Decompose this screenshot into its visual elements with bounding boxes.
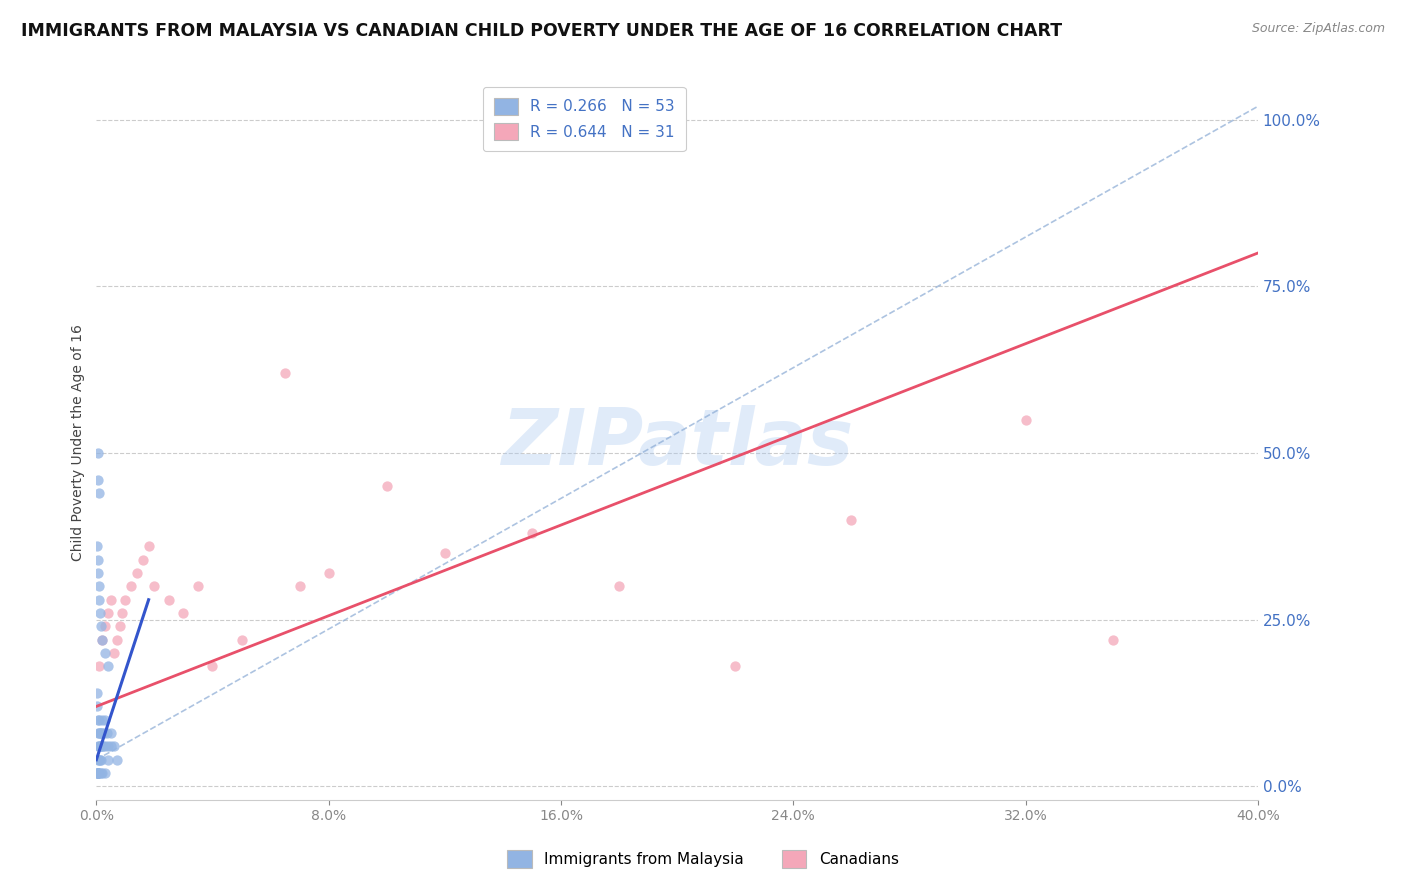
- Point: [187, 579, 209, 593]
- Point: [87, 766, 110, 780]
- Point: [86, 699, 108, 714]
- Point: [86, 726, 108, 740]
- Point: [607, 579, 630, 593]
- Point: [87, 566, 110, 580]
- Point: [87, 766, 110, 780]
- Point: [86, 766, 108, 780]
- Point: [100, 726, 122, 740]
- Point: [318, 566, 340, 580]
- Point: [97, 753, 120, 767]
- Point: [433, 546, 456, 560]
- Point: [90, 766, 112, 780]
- Point: [90, 739, 112, 754]
- Point: [87, 739, 110, 754]
- Point: [87, 579, 110, 593]
- Point: [91, 632, 114, 647]
- Point: [105, 632, 128, 647]
- Text: ZIPatlas: ZIPatlas: [501, 405, 853, 481]
- Point: [1014, 413, 1036, 427]
- Point: [89, 739, 111, 754]
- Point: [125, 566, 148, 580]
- Point: [143, 579, 166, 593]
- Point: [375, 479, 398, 493]
- Point: [288, 579, 311, 593]
- Point: [103, 739, 125, 754]
- Point: [89, 766, 111, 780]
- Point: [91, 713, 114, 727]
- Point: [97, 659, 120, 673]
- Point: [172, 606, 194, 620]
- Point: [839, 513, 862, 527]
- Point: [114, 592, 136, 607]
- Point: [86, 446, 108, 460]
- Point: [94, 713, 117, 727]
- Point: [97, 739, 120, 754]
- Point: [89, 606, 111, 620]
- Point: [724, 659, 747, 673]
- Text: IMMIGRANTS FROM MALAYSIA VS CANADIAN CHILD POVERTY UNDER THE AGE OF 16 CORRELATI: IMMIGRANTS FROM MALAYSIA VS CANADIAN CHI…: [21, 22, 1062, 40]
- Point: [86, 540, 108, 554]
- Point: [90, 753, 112, 767]
- Point: [89, 753, 111, 767]
- Point: [97, 606, 120, 620]
- Point: [86, 686, 108, 700]
- Point: [87, 713, 110, 727]
- Point: [87, 726, 110, 740]
- Point: [87, 473, 110, 487]
- Point: [91, 766, 114, 780]
- Point: [94, 619, 117, 633]
- Point: [89, 486, 111, 500]
- Point: [120, 579, 142, 593]
- Point: [87, 553, 110, 567]
- Point: [103, 646, 125, 660]
- Point: [86, 766, 108, 780]
- Point: [111, 606, 134, 620]
- Point: [138, 540, 160, 554]
- Point: [108, 619, 131, 633]
- Point: [91, 739, 114, 754]
- Point: [94, 739, 117, 754]
- Legend: Immigrants from Malaysia, Canadians: Immigrants from Malaysia, Canadians: [499, 843, 907, 875]
- Point: [157, 592, 180, 607]
- Point: [100, 592, 122, 607]
- Point: [87, 766, 110, 780]
- Point: [201, 659, 224, 673]
- Point: [105, 753, 128, 767]
- Point: [90, 739, 112, 754]
- Point: [90, 619, 112, 633]
- Point: [132, 553, 155, 567]
- Point: [100, 739, 122, 754]
- Point: [91, 726, 114, 740]
- Point: [89, 753, 111, 767]
- Y-axis label: Child Poverty Under the Age of 16: Child Poverty Under the Age of 16: [72, 325, 86, 561]
- Point: [91, 632, 114, 647]
- Point: [89, 659, 111, 673]
- Point: [90, 726, 112, 740]
- Point: [520, 526, 543, 541]
- Point: [93, 726, 115, 740]
- Point: [274, 366, 297, 380]
- Point: [96, 726, 118, 740]
- Point: [89, 739, 111, 754]
- Text: Source: ZipAtlas.com: Source: ZipAtlas.com: [1251, 22, 1385, 36]
- Legend: R = 0.266   N = 53, R = 0.644   N = 31: R = 0.266 N = 53, R = 0.644 N = 31: [482, 87, 686, 151]
- Point: [231, 632, 253, 647]
- Point: [94, 646, 117, 660]
- Point: [94, 766, 117, 780]
- Point: [89, 592, 111, 607]
- Point: [89, 726, 111, 740]
- Point: [87, 753, 110, 767]
- Point: [1101, 632, 1123, 647]
- Point: [87, 713, 110, 727]
- Point: [86, 766, 108, 780]
